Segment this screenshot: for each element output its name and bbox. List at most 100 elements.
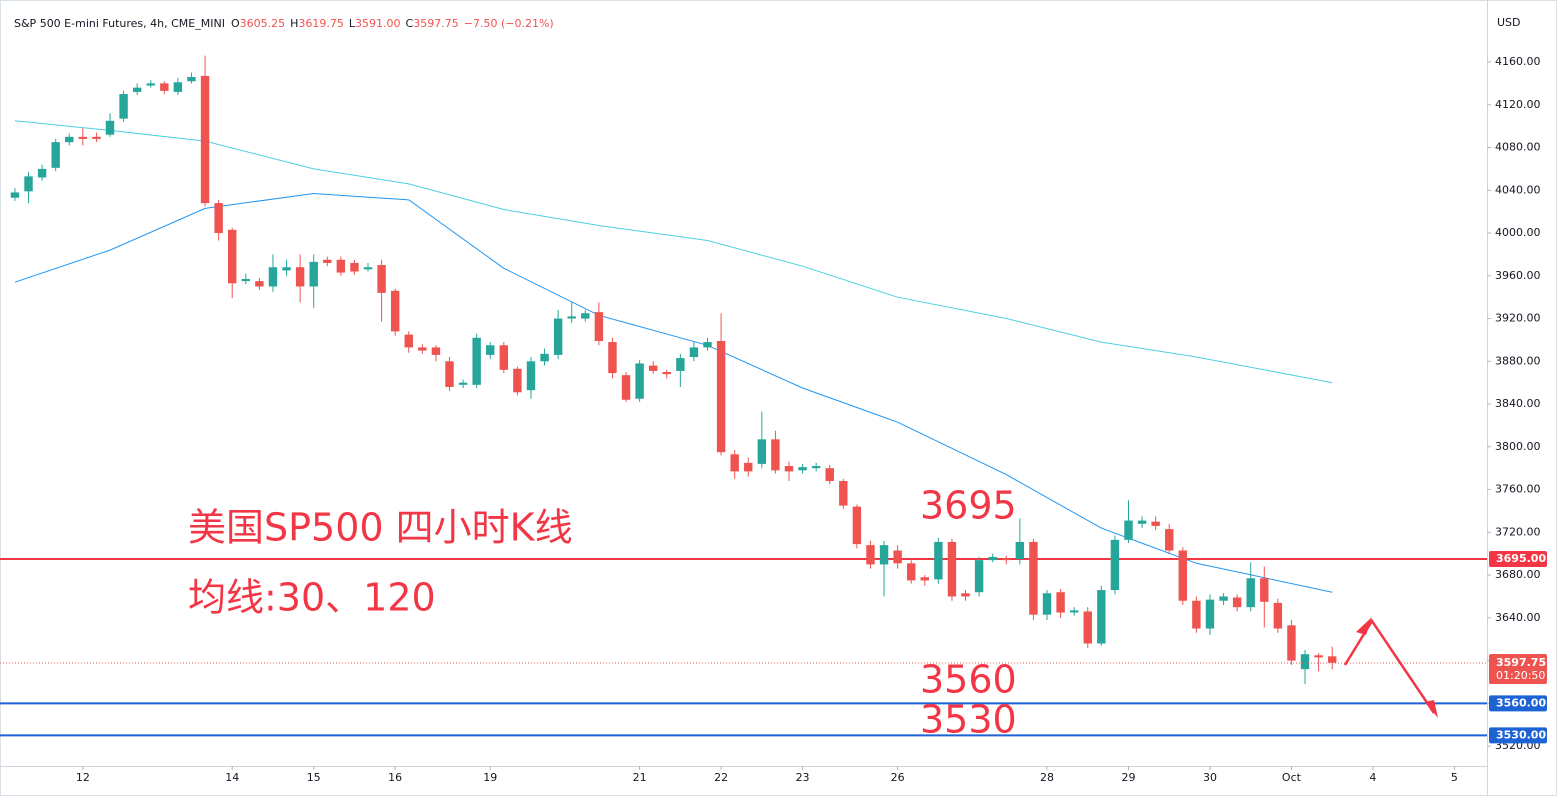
candle-body <box>282 267 291 271</box>
moving-average <box>14 192 1333 593</box>
candle-body <box>173 82 183 92</box>
annotation: 3530 <box>920 698 1017 742</box>
field-value: 3619.75 <box>298 17 344 30</box>
y-tick-label: 3640.00 <box>1495 611 1541 624</box>
level-label: 3530.00 <box>1496 728 1546 741</box>
candle-body <box>621 375 631 400</box>
level-label: 3695.00 <box>1496 552 1546 565</box>
candle-body <box>553 318 563 355</box>
candle-body <box>1260 578 1269 602</box>
candle-body <box>784 466 794 472</box>
field-key: H <box>290 17 298 30</box>
candle-body <box>1219 596 1228 601</box>
candle-body <box>24 176 33 192</box>
y-tick-label: 3840.00 <box>1495 397 1541 410</box>
candle-body <box>825 468 834 482</box>
candle-body <box>1165 529 1174 551</box>
x-tick-label: 26 <box>891 771 905 784</box>
candle-body <box>1083 611 1092 644</box>
candle-body <box>1151 521 1160 526</box>
candle-body <box>757 439 767 464</box>
candle-body <box>703 342 712 348</box>
x-tick-label: 12 <box>76 771 90 784</box>
candle-body <box>78 136 88 139</box>
countdown: 01:20:50 <box>1496 669 1545 682</box>
arrow-head <box>1356 617 1372 635</box>
x-tick-label: 21 <box>633 771 647 784</box>
candle-body <box>146 83 155 86</box>
candle-body <box>350 262 359 272</box>
x-tick-label: 22 <box>714 771 728 784</box>
candle-body <box>309 261 318 287</box>
candle-body <box>323 259 332 263</box>
x-tick-label: 15 <box>307 771 321 784</box>
candle-body <box>676 358 685 371</box>
candle-body <box>241 278 251 282</box>
candle-body <box>1205 599 1215 629</box>
level-tag <box>1489 727 1547 744</box>
plot: 3520.003560.003600.003640.003680.003720.… <box>0 55 1547 784</box>
candle-body <box>336 259 346 273</box>
last-price-tag <box>1489 654 1547 685</box>
candle-body <box>1192 600 1201 629</box>
candle-body <box>852 506 862 545</box>
candle-body <box>866 545 875 565</box>
y-tick-label: 4160.00 <box>1495 55 1541 68</box>
candle-body <box>662 371 671 375</box>
candle-body <box>1097 590 1106 644</box>
candle-body <box>608 342 617 374</box>
candle-body <box>458 382 468 385</box>
change: −7.50 (−0.21%) <box>464 17 554 30</box>
annotation: 3560 <box>920 658 1017 702</box>
candle-body <box>472 337 481 385</box>
annotation: 均线:30、120 <box>188 576 436 620</box>
candle-body <box>92 136 101 139</box>
candle-body <box>1042 593 1052 615</box>
y-tick-label: 4040.00 <box>1495 183 1541 196</box>
candle-body <box>1232 597 1242 608</box>
candle-body <box>160 83 169 91</box>
candle-body <box>1015 541 1025 560</box>
x-tick-label: 14 <box>225 771 239 784</box>
y-tick-label: 3920.00 <box>1495 312 1541 325</box>
candle-body <box>1246 578 1255 608</box>
field-key: C <box>406 17 414 30</box>
candle-body <box>363 267 373 270</box>
candle-body <box>526 361 536 391</box>
x-tick-label: 5 <box>1451 771 1458 784</box>
field-value: 3597.75 <box>413 17 459 30</box>
candle-body <box>390 290 400 332</box>
candle-body <box>1124 520 1133 540</box>
moving-average <box>14 120 1333 384</box>
currency: USD <box>1497 16 1521 29</box>
candle-body <box>1002 557 1011 561</box>
candle-body <box>893 550 902 564</box>
header: S&P 500 E-mini Futures, 4h, CME_MINI O360… <box>14 17 554 30</box>
level-tag <box>1489 695 1547 712</box>
candle-body <box>730 454 739 472</box>
candle-body <box>1110 539 1120 591</box>
candle-body <box>1069 610 1079 613</box>
y-tick-label: 3760.00 <box>1495 483 1541 496</box>
candle-body <box>499 345 509 370</box>
candle-body <box>689 347 699 358</box>
candle-body <box>214 203 223 234</box>
candle-body <box>1287 625 1296 661</box>
candle-body <box>132 87 142 92</box>
candle-body <box>594 312 604 341</box>
candle-body <box>934 541 943 580</box>
candle-body <box>187 76 196 82</box>
candle-body <box>1137 520 1147 524</box>
candle-body <box>431 347 441 355</box>
candle-body <box>1300 654 1310 670</box>
ohlc-fields: O3605.25 H3619.75 L3591.00 C3597.75 −7.50 (−… <box>231 17 554 30</box>
last-price-label: 3597.75 <box>1496 656 1546 669</box>
candle-body <box>65 136 74 143</box>
candle-body <box>418 347 427 351</box>
x-tick-label: 19 <box>483 771 497 784</box>
candle-body <box>581 313 590 319</box>
y-tick-label: 3680.00 <box>1495 568 1541 581</box>
candle-body <box>635 363 644 399</box>
